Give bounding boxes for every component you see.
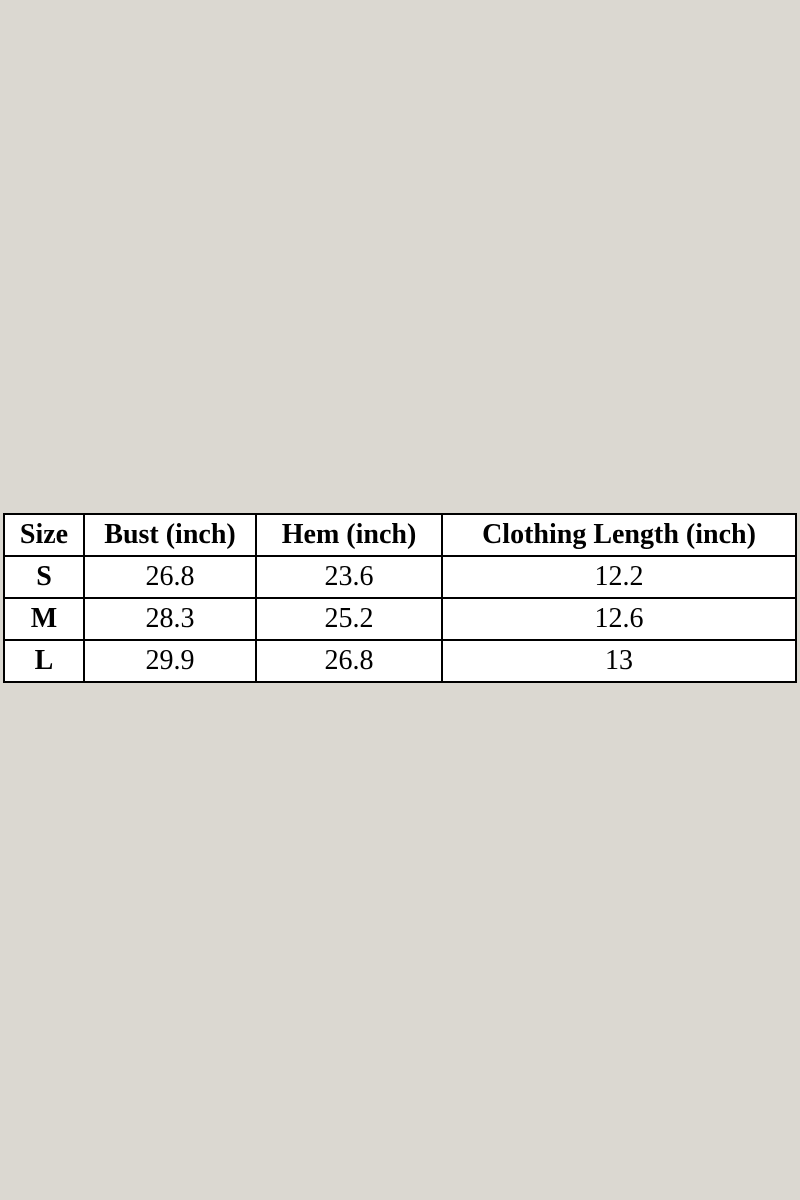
cell-bust-l: 29.9 [83, 639, 257, 683]
column-header-hem: Hem (inch) [255, 513, 443, 557]
cell-clothing-length-s: 12.2 [441, 555, 797, 599]
column-header-size: Size [3, 513, 85, 557]
cell-clothing-length-l: 13 [441, 639, 797, 683]
cell-size-m: M [3, 597, 85, 641]
size-chart-header-row: Size Bust (inch) Hem (inch) Clothing Len… [3, 513, 797, 557]
cell-size-l: L [3, 639, 85, 683]
cell-size-s: S [3, 555, 85, 599]
column-header-bust: Bust (inch) [83, 513, 257, 557]
table-row-size-l: L 29.9 26.8 13 [3, 639, 797, 683]
cell-bust-s: 26.8 [83, 555, 257, 599]
cell-bust-m: 28.3 [83, 597, 257, 641]
cell-hem-l: 26.8 [255, 639, 443, 683]
table-row-size-s: S 26.8 23.6 12.2 [3, 555, 797, 599]
table-row-size-m: M 28.3 25.2 12.6 [3, 597, 797, 641]
cell-hem-m: 25.2 [255, 597, 443, 641]
column-header-clothing-length: Clothing Length (inch) [441, 513, 797, 557]
size-chart-table: Size Bust (inch) Hem (inch) Clothing Len… [3, 513, 797, 683]
cell-clothing-length-m: 12.6 [441, 597, 797, 641]
cell-hem-s: 23.6 [255, 555, 443, 599]
